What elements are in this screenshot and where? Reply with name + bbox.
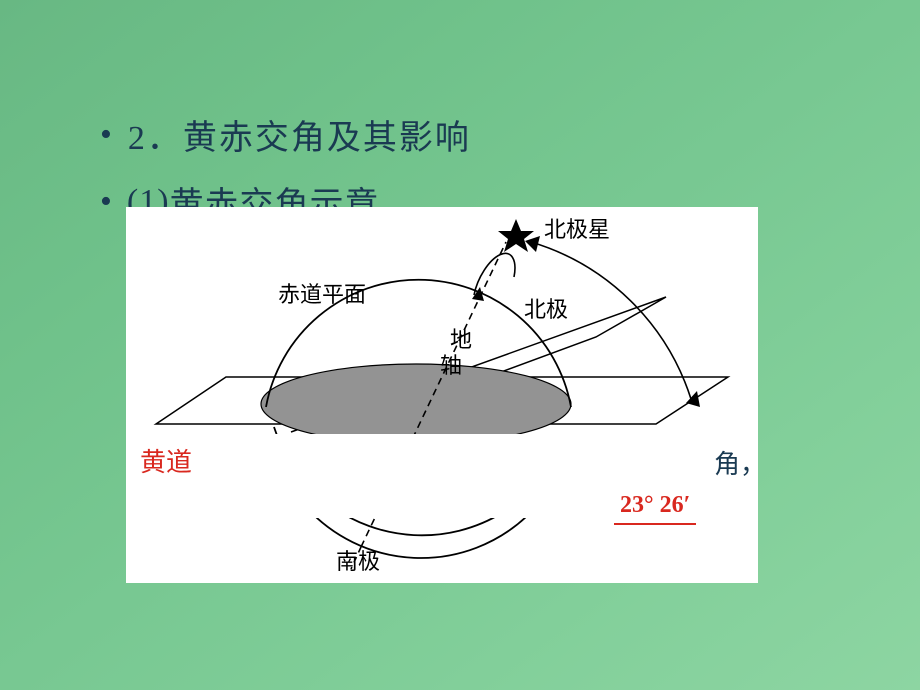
heading-text: 黄赤交角及其影响 — [183, 110, 471, 159]
white-overlay-box — [175, 434, 675, 518]
heading-number: 2． — [128, 110, 183, 159]
label-equatorial-plane: 赤道平面 — [278, 282, 366, 307]
label-angle-word: 角， — [714, 444, 766, 481]
label-axis-2: 轴 — [440, 353, 462, 378]
obliquity-diagram: 北极星 赤道平面 北极 南极 地 轴 — [126, 207, 758, 583]
obliquity-arc-arrow2 — [686, 391, 700, 407]
label-polaris: 北极星 — [544, 217, 610, 242]
ecliptic-intersection — [261, 364, 571, 444]
polaris-star-icon — [498, 219, 534, 252]
heading-line: • 2． 黄赤交角及其影响 — [100, 110, 471, 159]
label-obliquity-value: 23° 26′ — [614, 492, 696, 525]
label-south-pole: 南极 — [336, 549, 380, 574]
bullet-icon: • — [100, 183, 113, 221]
label-axis-1: 地 — [450, 327, 472, 352]
bullet-icon: • — [100, 116, 114, 154]
label-ecliptic: 黄道 — [140, 442, 192, 479]
label-north-pole: 北极 — [524, 297, 568, 322]
